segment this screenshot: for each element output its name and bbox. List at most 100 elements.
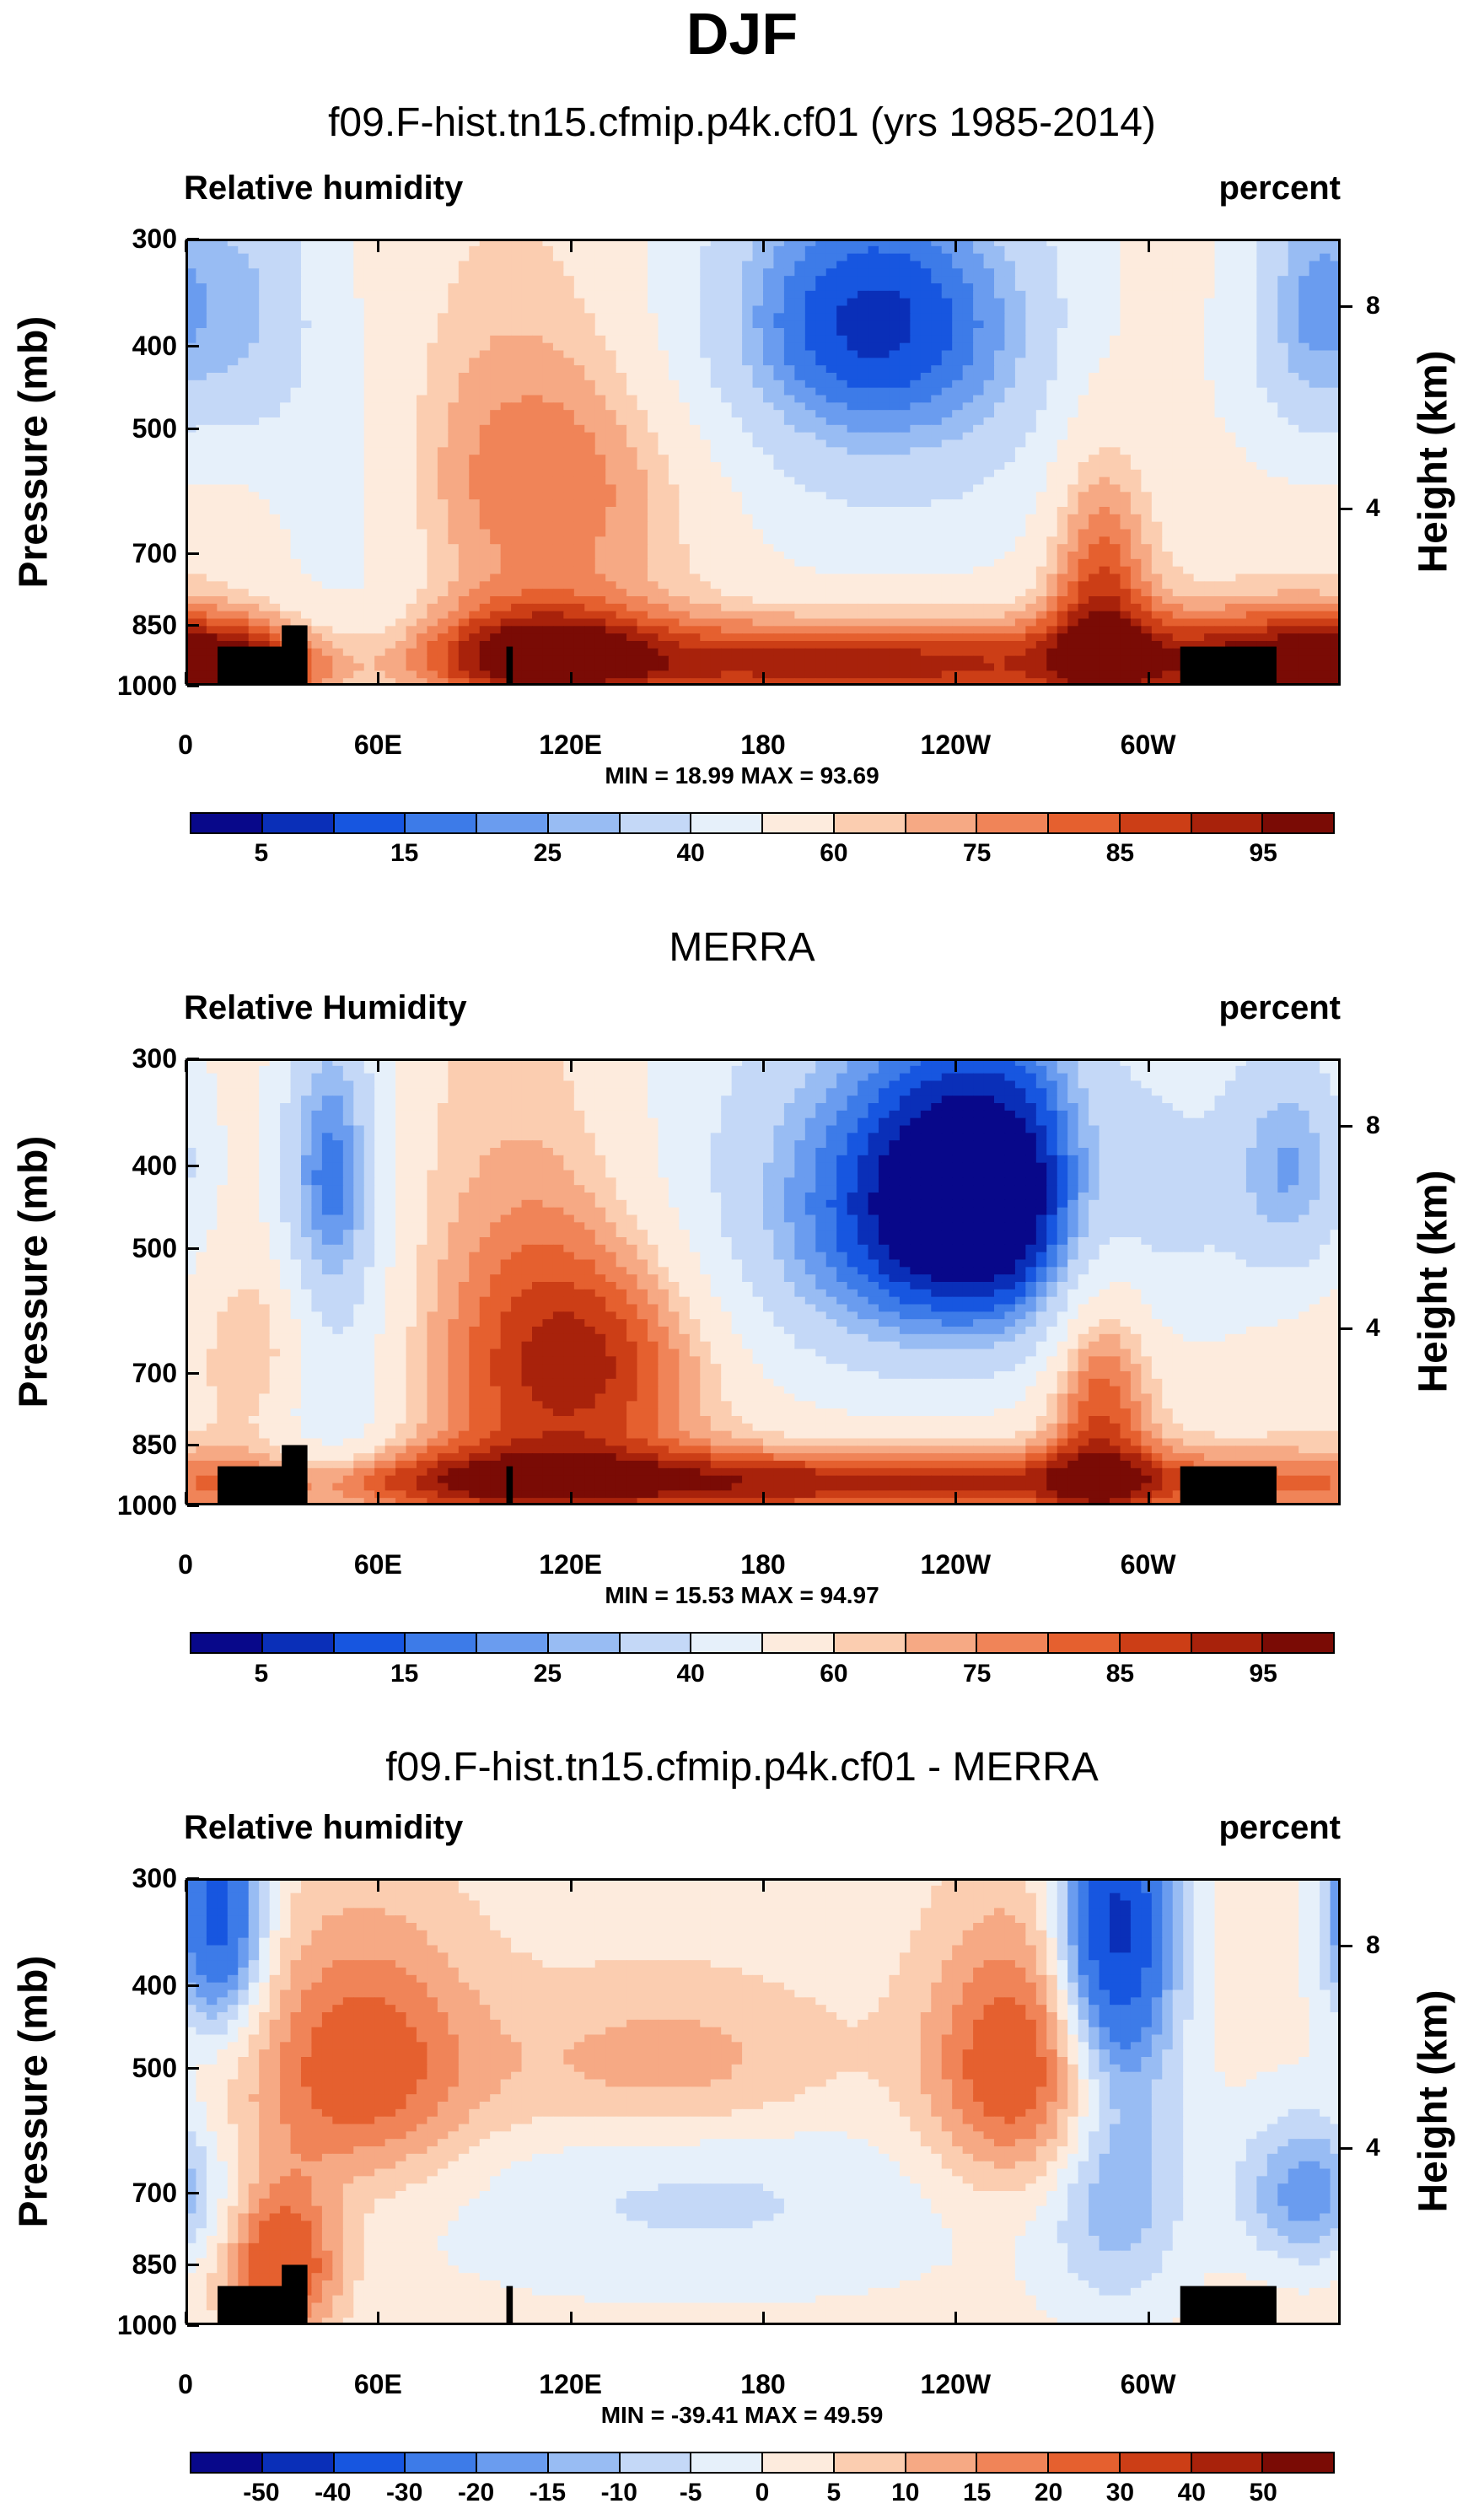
- contour-cell: [342, 544, 354, 552]
- contour-cell: [952, 350, 964, 358]
- contour-cell: [384, 410, 396, 418]
- contour-cell: [1004, 402, 1016, 411]
- contour-cell: [406, 552, 417, 560]
- contour-cell: [542, 476, 554, 486]
- contour-cell: [1266, 424, 1278, 433]
- contour-cell: [1320, 558, 1331, 568]
- contour-cell: [868, 245, 879, 255]
- contour-cell: [847, 566, 858, 575]
- contour-cell: [417, 417, 428, 426]
- contour-cell: [1320, 476, 1331, 486]
- contour-cell: [321, 514, 333, 523]
- contour-cell: [500, 462, 512, 471]
- contour-cell: [248, 290, 260, 299]
- contour-cell: [521, 261, 533, 269]
- contour-cell: [311, 239, 323, 247]
- contour-cell: [700, 544, 712, 552]
- contour-cell: [847, 432, 858, 441]
- contour-cell: [983, 239, 995, 247]
- contour-cell: [731, 552, 743, 560]
- contour-cell: [836, 544, 848, 552]
- contour-cell: [962, 447, 974, 455]
- contour-cell: [1151, 566, 1163, 575]
- contour-cell: [920, 350, 932, 358]
- contour-cell: [952, 566, 964, 575]
- contour-cell: [1162, 424, 1174, 433]
- contour-cell: [910, 358, 922, 366]
- contour-cell: [721, 245, 733, 255]
- contour-cell: [847, 298, 858, 307]
- contour-cell: [858, 290, 869, 299]
- contour-cell: [1057, 424, 1068, 433]
- contour-cell: [1309, 484, 1320, 493]
- contour-cell: [417, 365, 428, 374]
- contour-cell: [1245, 514, 1257, 523]
- contour-cell: [353, 268, 365, 277]
- contour-cell: [280, 514, 292, 523]
- contour-cell: [479, 350, 491, 358]
- contour-cell: [186, 469, 197, 478]
- contour-cell: [448, 566, 460, 575]
- contour-cell: [983, 455, 995, 463]
- contour-cell: [994, 268, 1006, 277]
- contour-cell: [521, 573, 533, 582]
- contour-cell: [1183, 253, 1195, 262]
- contour-cell: [825, 365, 837, 374]
- contour-cell: [605, 239, 617, 247]
- contour-cell: [290, 521, 302, 530]
- contour-cell: [1089, 521, 1100, 530]
- contour-cell: [363, 536, 375, 545]
- contour-cell: [983, 387, 995, 396]
- contour-cell: [941, 566, 953, 575]
- contour-cell: [1256, 328, 1268, 337]
- contour-cell: [427, 298, 438, 307]
- contour-cell: [206, 335, 218, 344]
- contour-cell: [406, 484, 417, 493]
- contour-cell: [448, 261, 460, 269]
- contour-cell: [616, 253, 627, 262]
- contour-cell: [742, 239, 754, 247]
- contour-cell: [658, 492, 669, 500]
- contour-cell: [238, 387, 250, 396]
- contour-cell: [920, 283, 932, 292]
- contour-cell: [532, 320, 544, 329]
- contour-cell: [731, 462, 743, 471]
- contour-cell: [752, 313, 764, 321]
- contour-cell: [1067, 558, 1079, 568]
- contour-cell: [238, 439, 250, 448]
- contour-cell: [721, 544, 733, 552]
- contour-cell: [1067, 298, 1079, 307]
- contour-cell: [511, 573, 523, 582]
- contour-cell: [532, 514, 544, 523]
- contour-cell: [500, 290, 512, 299]
- contour-cell: [637, 469, 648, 478]
- contour-cell: [637, 432, 648, 441]
- contour-cell: [1099, 261, 1110, 269]
- contour-cell: [1256, 342, 1268, 352]
- contour-cell: [374, 380, 386, 389]
- contour-cell: [1014, 507, 1026, 515]
- contour-cell: [700, 239, 712, 247]
- contour-cell: [1245, 439, 1257, 448]
- contour-cell: [417, 462, 428, 471]
- contour-cell: [941, 507, 953, 515]
- contour-cell: [616, 395, 627, 403]
- contour-cell: [920, 417, 932, 426]
- contour-cell: [899, 410, 911, 418]
- contour-cell: [1078, 455, 1089, 463]
- contour-cell: [1266, 558, 1278, 568]
- contour-cell: [910, 469, 922, 478]
- contour-cell: [1067, 514, 1079, 523]
- contour-cell: [973, 536, 985, 545]
- contour-cell: [301, 373, 313, 381]
- contour-cell: [605, 358, 617, 366]
- contour-cell: [363, 395, 375, 403]
- contour-cell: [1014, 469, 1026, 478]
- contour-cell: [1183, 350, 1195, 358]
- contour-cell: [573, 239, 585, 247]
- contour-cell: [427, 529, 438, 537]
- contour-cell: [658, 469, 669, 478]
- contour-cell: [689, 432, 701, 441]
- contour-cell: [500, 447, 512, 455]
- contour-cell: [458, 380, 470, 389]
